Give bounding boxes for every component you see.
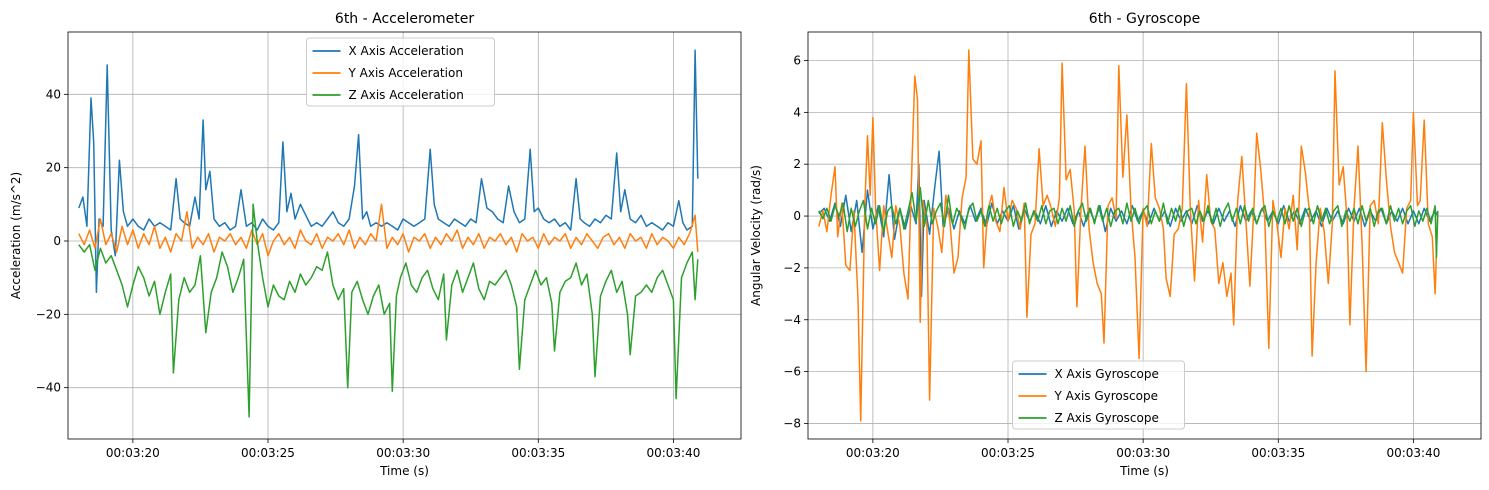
legend-label-y-axis-gyroscope: Y Axis Gyroscope [1054, 389, 1158, 403]
y-tick-label: 20 [46, 161, 61, 175]
accelerometer-chart: 00:03:20 00:03:25 00:03:30 00:03:35 00:03:40… [9, 11, 742, 478]
y-tick-label: 4 [793, 105, 801, 119]
series-line-z-axis-gyroscope [818, 186, 1439, 259]
series-line-y-axis-gyroscope [818, 49, 1439, 422]
x-tick-label: 00:03:25 [981, 446, 1035, 460]
legend: X Axis Acceleration Y Axis Acceleration Z … [306, 37, 495, 107]
legend-label-z-axis-acceleration: Z Axis Acceleration [349, 88, 464, 102]
chart-title: 6th - Gyroscope [1089, 11, 1200, 27]
x-tick-label: 00:03:20 [106, 446, 160, 460]
x-tick-label: 00:03:35 [1251, 446, 1305, 460]
y-tick-label: 0 [793, 209, 801, 223]
y-tick-label: −20 [36, 307, 61, 321]
y-axis-label: Angular Velocity (rad/s) [749, 165, 763, 306]
x-tick-label: 00:03:40 [1386, 446, 1440, 460]
x-axis-label: Time (s) [1119, 464, 1169, 478]
y-tick-label: 2 [793, 157, 801, 171]
series-group [78, 49, 699, 418]
y-tick-label: −40 [36, 381, 61, 395]
legend-label-z-axis-gyroscope: Z Axis Gyroscope [1055, 411, 1159, 425]
x-tick-label: 00:03:25 [241, 446, 295, 460]
gyroscope-chart: 00:03:20 00:03:25 00:03:30 00:03:35 00:03:40… [749, 11, 1482, 478]
x-tick-label: 00:03:40 [646, 446, 700, 460]
series-line-z-axis-acceleration [78, 203, 699, 418]
axes-frame [67, 31, 742, 440]
y-axis-label: Acceleration (m/s^2) [9, 172, 23, 299]
legend-label-y-axis-acceleration: Y Axis Acceleration [348, 66, 463, 80]
x-tick-label: 00:03:30 [1116, 446, 1170, 460]
y-tick-label: 6 [793, 54, 801, 68]
x-axis-label: Time (s) [379, 464, 429, 478]
series-group [818, 49, 1439, 422]
x-tick-label: 00:03:35 [511, 446, 565, 460]
legend-label-x-axis-acceleration: X Axis Acceleration [349, 44, 464, 58]
series-line-x-axis-acceleration [78, 49, 699, 294]
y-tick-label: −8 [783, 416, 801, 430]
legend: X Axis Gyroscope Y Axis Gyroscope Z Axis G… [1012, 360, 1185, 430]
axes-frame [807, 31, 1482, 440]
legend-box [1012, 360, 1185, 430]
y-tick-label: 0 [53, 234, 61, 248]
x-tick-label: 00:03:30 [376, 446, 430, 460]
legend-box [306, 37, 495, 107]
chart-title: 6th - Accelerometer [335, 11, 474, 27]
y-tick-label: −2 [783, 261, 801, 275]
y-tick-label: −6 [783, 365, 801, 379]
y-tick-label: 40 [46, 87, 61, 101]
y-tick-label: −4 [783, 313, 801, 327]
x-tick-label: 00:03:20 [846, 446, 900, 460]
series-line-y-axis-acceleration [78, 203, 699, 257]
legend-label-x-axis-gyroscope: X Axis Gyroscope [1055, 367, 1159, 381]
